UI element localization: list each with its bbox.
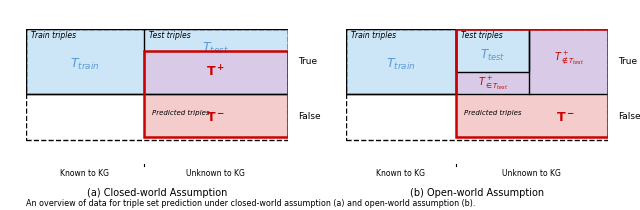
Text: False: False — [298, 112, 321, 121]
Bar — [26, 29, 144, 94]
Text: (b) Open-world Assumption: (b) Open-world Assumption — [410, 188, 544, 198]
Bar — [456, 94, 608, 137]
Text: True: True — [298, 57, 317, 66]
Bar — [26, 29, 288, 140]
Text: An overview of data for triple set prediction under closed-world assumption (a) : An overview of data for triple set predi… — [26, 199, 475, 208]
Bar — [144, 51, 288, 137]
Text: Train triples: Train triples — [351, 31, 396, 40]
Text: $\mathbf{T^+}$: $\mathbf{T^+}$ — [207, 65, 225, 80]
Text: Unknown to KG: Unknown to KG — [502, 169, 561, 178]
Bar — [346, 29, 456, 94]
Text: $T^+_{\notin T_{test}}$: $T^+_{\notin T_{test}}$ — [554, 50, 584, 67]
Text: $T_{test}$: $T_{test}$ — [480, 48, 505, 63]
Bar — [456, 29, 529, 72]
Text: Train triples: Train triples — [31, 31, 76, 40]
Text: Predicted triples: Predicted triples — [152, 110, 209, 116]
Text: Predicted triples: Predicted triples — [463, 110, 521, 116]
Text: (a) Closed-world Assumption: (a) Closed-world Assumption — [86, 188, 227, 198]
Text: $T_{test}$: $T_{test}$ — [202, 41, 229, 56]
Text: False: False — [618, 112, 640, 121]
Bar — [144, 29, 288, 94]
Text: $T^+_{\in T_{test}}$: $T^+_{\in T_{test}}$ — [477, 75, 508, 92]
Bar — [529, 29, 608, 94]
Bar — [346, 29, 608, 140]
Text: Known to KG: Known to KG — [60, 169, 109, 178]
Bar — [346, 29, 456, 94]
Text: Known to KG: Known to KG — [376, 169, 425, 178]
Text: Unknown to KG: Unknown to KG — [186, 169, 245, 178]
Text: $T_{train}$: $T_{train}$ — [70, 57, 99, 72]
Bar — [144, 94, 288, 137]
Bar — [456, 72, 529, 94]
Text: $\mathbf{T^-}$: $\mathbf{T^-}$ — [207, 111, 225, 124]
Text: Test triples: Test triples — [149, 31, 191, 40]
Text: $\mathbf{T^-}$: $\mathbf{T^-}$ — [556, 111, 575, 124]
Text: Test triples: Test triples — [461, 31, 503, 40]
Text: $T_{train}$: $T_{train}$ — [386, 57, 415, 72]
Bar — [456, 29, 608, 137]
Bar — [26, 29, 288, 94]
Text: True: True — [618, 57, 637, 66]
Bar — [144, 51, 288, 94]
Bar — [456, 29, 529, 72]
